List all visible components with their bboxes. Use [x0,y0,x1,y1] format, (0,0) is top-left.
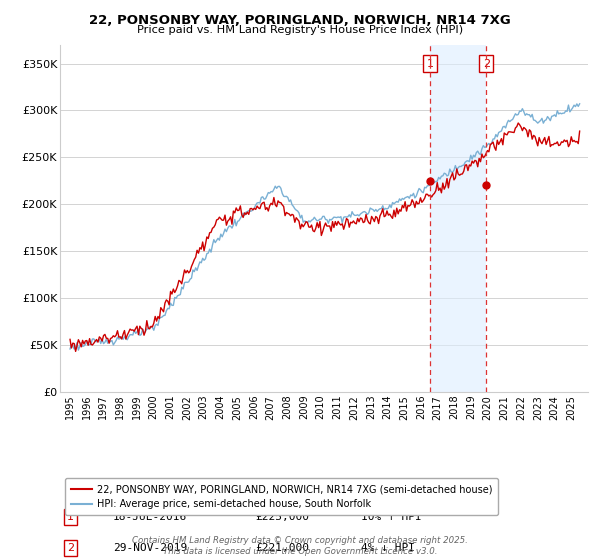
Text: 2: 2 [67,543,74,553]
Text: 18-JUL-2016: 18-JUL-2016 [113,512,187,522]
Text: 2: 2 [482,59,490,68]
Text: 1: 1 [427,59,433,68]
Text: £225,000: £225,000 [256,512,310,522]
Text: 10% ↑ HPI: 10% ↑ HPI [361,512,422,522]
Text: 4% ↓ HPI: 4% ↓ HPI [361,543,415,553]
Text: Contains HM Land Registry data © Crown copyright and database right 2025.
This d: Contains HM Land Registry data © Crown c… [132,536,468,556]
Bar [430,45,486,392]
Text: Price paid vs. HM Land Registry's House Price Index (HPI): Price paid vs. HM Land Registry's House … [137,25,463,35]
Text: 22, PONSONBY WAY, PORINGLAND, NORWICH, NR14 7XG: 22, PONSONBY WAY, PORINGLAND, NORWICH, N… [89,14,511,27]
Text: 1: 1 [67,512,74,522]
Legend: 22, PONSONBY WAY, PORINGLAND, NORWICH, NR14 7XG (semi-detached house), HPI: Aver: 22, PONSONBY WAY, PORINGLAND, NORWICH, N… [65,478,498,515]
Text: £221,000: £221,000 [256,543,310,553]
Text: 29-NOV-2019: 29-NOV-2019 [113,543,187,553]
